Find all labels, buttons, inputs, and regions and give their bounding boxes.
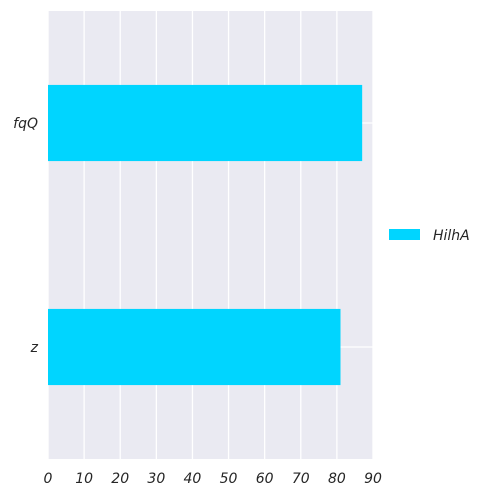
x-tick-label: 60	[256, 471, 274, 487]
legend-label: HilhA	[433, 228, 470, 244]
x-tick-label: 90	[364, 471, 382, 487]
legend: HilhA	[389, 228, 470, 244]
bars	[48, 84, 363, 386]
x-tick-label: 70	[292, 471, 310, 487]
y-category-label: z	[30, 340, 39, 356]
x-tick-label: 40	[184, 471, 202, 487]
x-tick-label: 50	[220, 471, 238, 487]
x-tick-label: 0	[44, 471, 53, 487]
y-category-label: fqQ	[13, 116, 38, 132]
x-tick-label: 10	[75, 471, 93, 487]
x-tick-label: 30	[147, 471, 165, 487]
y-axis-categories: fqQ z	[13, 116, 38, 356]
x-tick-label: 20	[111, 471, 129, 487]
legend-swatch	[389, 229, 420, 240]
x-tick-label: 80	[328, 471, 346, 487]
plot-background	[48, 11, 373, 459]
bar-z	[48, 308, 341, 386]
bar-fqQ	[48, 84, 363, 162]
x-axis-ticks: 0 10 20 30 40 50 60 70 80 90	[44, 471, 382, 487]
